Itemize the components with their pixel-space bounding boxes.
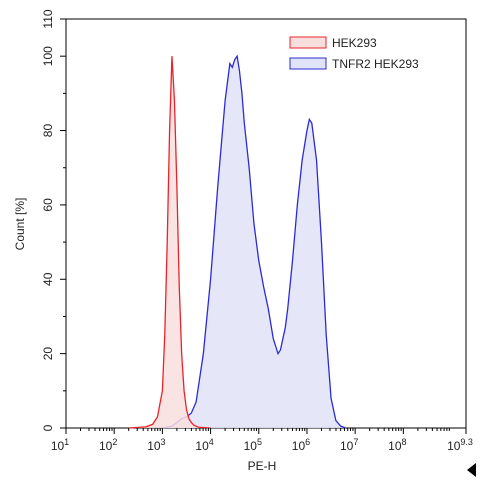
x-tick-label: 108 <box>388 437 406 453</box>
legend-swatch-hek293 <box>289 36 327 49</box>
series-area-tnfr2-hek293 <box>162 56 346 429</box>
x-tick-label: 105 <box>244 437 262 453</box>
legend-swatch-tnfr2-hek293 <box>289 57 327 70</box>
y-tick-label: 100 <box>41 46 55 66</box>
series-layer <box>128 54 346 429</box>
y-tick-label: 20 <box>41 347 55 361</box>
x-tick-label: 103 <box>147 437 165 453</box>
x-tick-label: 101 <box>51 437 69 453</box>
y-axis: 0 20 40 60 80 100 110 <box>41 9 66 431</box>
y-tick-label: 40 <box>41 272 55 286</box>
legend-label-tnfr2-hek293: TNFR2 HEK293 <box>332 57 419 71</box>
x-axis: 101 102 103 104 105 106 107 108 109.3 <box>51 428 473 453</box>
scroll-left-arrow-icon[interactable] <box>467 463 476 477</box>
y-tick-label: 60 <box>41 198 55 212</box>
series-line-hek293 <box>128 56 211 429</box>
legend: HEK293 TNFR2 HEK293 <box>289 36 419 71</box>
y-axis-title: Count [%] <box>13 198 27 251</box>
x-tick-label: 109.3 <box>447 437 473 453</box>
y-tick-label: 0 <box>41 424 55 431</box>
x-tick-label: 104 <box>195 437 213 453</box>
y-tick-label: 80 <box>41 124 55 138</box>
x-tick-label: 107 <box>340 437 358 453</box>
series-line-tnfr2-hek293 <box>162 54 346 429</box>
x-axis-title: PE-H <box>248 459 277 473</box>
series-area-hek293 <box>128 56 211 429</box>
y-tick-label: 110 <box>41 9 55 28</box>
x-tick-label: 106 <box>292 437 310 453</box>
legend-label-hek293: HEK293 <box>332 36 377 50</box>
x-tick-label: 102 <box>99 437 117 453</box>
